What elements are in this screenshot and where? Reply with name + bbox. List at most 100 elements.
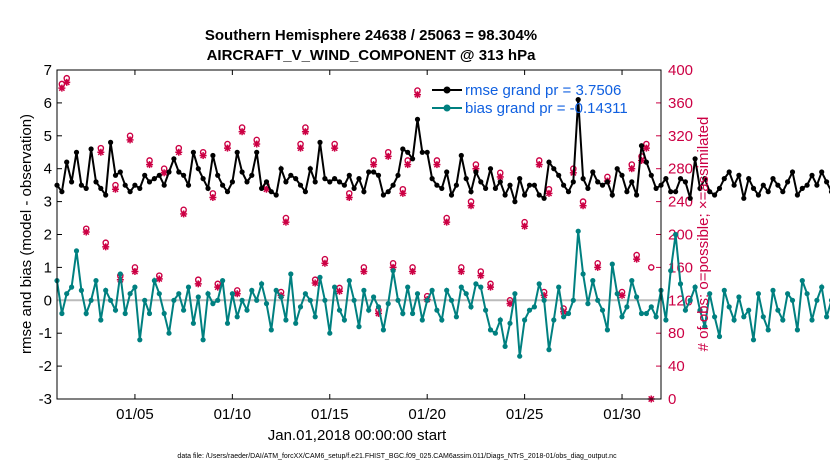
rmse-points xyxy=(54,97,830,205)
bias-point xyxy=(171,297,177,303)
y-tick-label: -2 xyxy=(39,358,52,375)
rmse-point xyxy=(702,176,708,182)
bias-point xyxy=(712,314,718,320)
rmse-point xyxy=(254,149,260,155)
bias-point xyxy=(429,287,435,293)
obs-assimilated-point xyxy=(487,283,495,291)
bias-point xyxy=(322,297,328,303)
rmse-point xyxy=(78,182,84,188)
rmse-point xyxy=(434,182,440,188)
rmse-point xyxy=(69,179,75,185)
rmse-point xyxy=(307,166,313,172)
y-right-tick-label: 80 xyxy=(668,325,685,342)
rmse-point xyxy=(692,156,698,162)
obs-assimilated-point xyxy=(321,259,329,267)
bias-point xyxy=(463,291,469,297)
obs-assimilated-point xyxy=(457,268,465,276)
bias-point xyxy=(746,307,752,313)
rmse-point xyxy=(614,166,620,172)
bias-point xyxy=(268,327,274,333)
obs-assimilated-point xyxy=(521,222,529,230)
obs-assimilated-point xyxy=(413,91,421,99)
rmse-point xyxy=(487,166,494,172)
rmse-point xyxy=(361,189,367,195)
bias-point xyxy=(473,281,479,287)
y-tick-label: -1 xyxy=(39,325,52,342)
rmse-point xyxy=(556,172,562,178)
bias-point xyxy=(341,317,347,323)
x-tick-label: 01/05 xyxy=(116,406,154,423)
bias-point xyxy=(419,317,425,323)
rmse-point xyxy=(453,182,459,188)
rmse-point xyxy=(638,143,645,149)
obs-assimilated-point xyxy=(223,144,231,152)
obs-assimilated-point xyxy=(82,228,90,236)
bias-point xyxy=(824,314,830,320)
y-tick-label: 3 xyxy=(44,194,52,211)
obs-assimilated-point xyxy=(102,243,110,251)
obs-assimilated-point xyxy=(360,268,368,276)
bias-point xyxy=(195,294,201,300)
rmse-point xyxy=(522,192,528,198)
bias-point xyxy=(151,278,157,284)
rmse-point xyxy=(83,185,89,191)
bias-point xyxy=(707,291,713,297)
bias-point xyxy=(736,294,742,300)
bias-point xyxy=(673,231,679,238)
rmse-point xyxy=(239,169,245,175)
rmse-point xyxy=(112,172,119,178)
rmse-point xyxy=(478,179,484,185)
bias-point xyxy=(166,330,172,336)
bias-point xyxy=(492,330,498,336)
rmse-point xyxy=(297,182,304,188)
rmse-point xyxy=(400,146,406,152)
y-tick-label: -3 xyxy=(39,391,52,408)
rmse-point xyxy=(819,169,825,175)
rmse-point xyxy=(210,152,216,159)
rmse-point xyxy=(551,166,557,172)
obs-assimilated-point xyxy=(443,218,451,226)
obs-assimilated-point xyxy=(399,189,407,197)
obs-assimilated-point xyxy=(301,128,309,136)
bias-point xyxy=(224,320,231,326)
bias-point xyxy=(444,287,450,293)
bias-point xyxy=(390,268,396,274)
rmse-point xyxy=(716,185,723,191)
bias-point xyxy=(297,304,304,310)
rmse-point xyxy=(137,185,143,191)
legend-bias-label: bias grand pr = -0.14311 xyxy=(465,100,628,117)
bias-point xyxy=(546,347,552,353)
x-axis-label: Jan.01,2018 00:00:00 start xyxy=(268,427,447,444)
legend-rmse-marker xyxy=(443,86,451,94)
rmse-point xyxy=(327,179,333,185)
rmse-point xyxy=(98,185,104,191)
rmse-point xyxy=(580,176,586,182)
y-right-tick-label: 240 xyxy=(668,194,693,211)
rmse-point xyxy=(146,179,153,185)
obs-assimilated-point xyxy=(209,193,217,201)
bias-point xyxy=(249,287,255,293)
bias-point xyxy=(205,291,211,297)
bias-point xyxy=(750,337,757,343)
bias-point xyxy=(629,278,635,284)
bias-point xyxy=(181,307,187,313)
bias-point xyxy=(468,304,474,310)
obs-possible-point xyxy=(647,264,655,271)
bias-point xyxy=(371,294,377,300)
bias-point xyxy=(624,304,630,310)
obs-assimilated-point xyxy=(199,152,207,160)
chart-subtitle: AIRCRAFT_V_WIND_COMPONENT @ 313 hPa xyxy=(207,47,537,64)
obs-assimilated-point xyxy=(160,169,168,177)
rmse-point xyxy=(156,172,162,178)
rmse-point xyxy=(224,189,231,195)
rmse-point xyxy=(336,179,343,185)
bias-point xyxy=(122,310,128,317)
bias-point xyxy=(585,301,591,307)
bias-point xyxy=(570,297,576,303)
legend-bias-marker xyxy=(443,104,451,112)
bias-point xyxy=(190,320,196,326)
bias-point xyxy=(375,304,382,310)
legend-rmse-label: rmse grand pr = 3.7506 xyxy=(465,82,621,99)
bias-point xyxy=(599,307,606,313)
rmse-point xyxy=(293,176,299,182)
